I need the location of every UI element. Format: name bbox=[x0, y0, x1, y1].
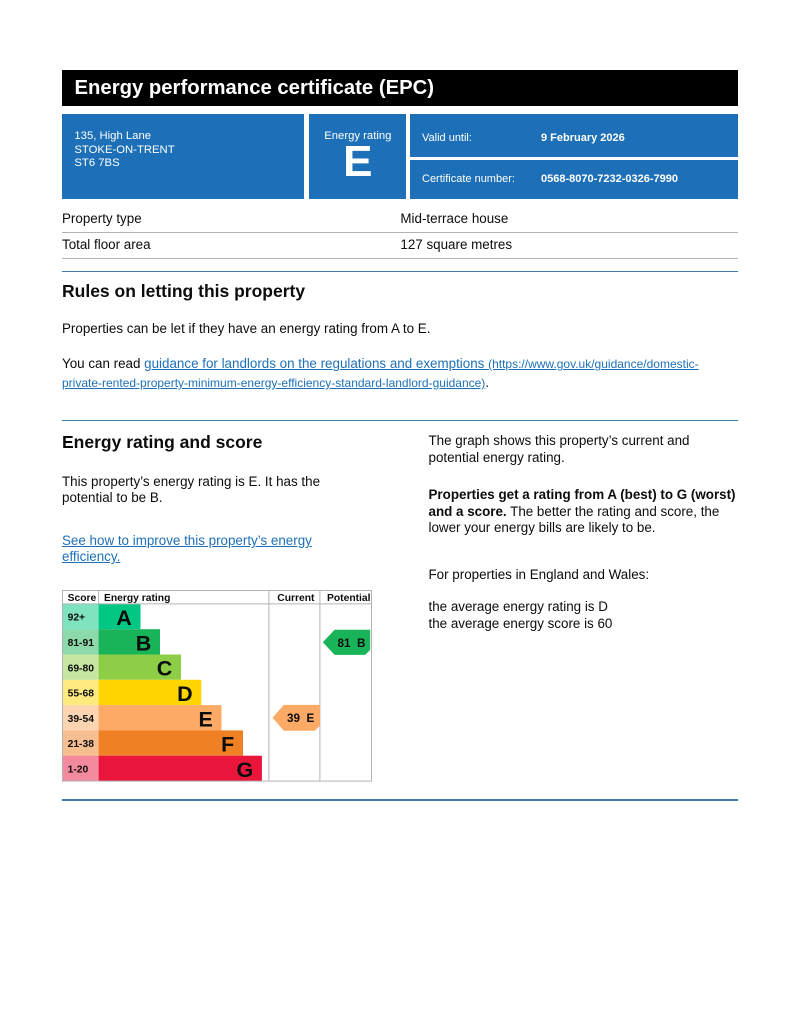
svg-text:Score: Score bbox=[67, 593, 96, 604]
svg-text:81 B: 81 B bbox=[337, 637, 365, 650]
svg-text:39-54: 39-54 bbox=[67, 714, 94, 725]
svg-text:Current: Current bbox=[277, 593, 315, 604]
svg-text:G: G bbox=[236, 758, 253, 782]
svg-text:C: C bbox=[156, 657, 172, 681]
svg-text:69-80: 69-80 bbox=[67, 664, 94, 675]
svg-text:21-38: 21-38 bbox=[67, 739, 94, 750]
svg-text:Energy rating: Energy rating bbox=[104, 593, 170, 604]
svg-text:81-91: 81-91 bbox=[67, 638, 94, 649]
svg-text:92+: 92+ bbox=[67, 613, 84, 624]
svg-text:D: D bbox=[177, 682, 193, 706]
svg-text:1-20: 1-20 bbox=[67, 765, 88, 776]
svg-text:A: A bbox=[116, 606, 132, 630]
svg-text:F: F bbox=[221, 733, 234, 757]
svg-text:55-68: 55-68 bbox=[67, 689, 94, 700]
svg-text:E: E bbox=[198, 708, 212, 732]
svg-text:Potential: Potential bbox=[327, 593, 371, 604]
svg-text:39 E: 39 E bbox=[287, 712, 314, 725]
svg-text:B: B bbox=[135, 632, 151, 656]
